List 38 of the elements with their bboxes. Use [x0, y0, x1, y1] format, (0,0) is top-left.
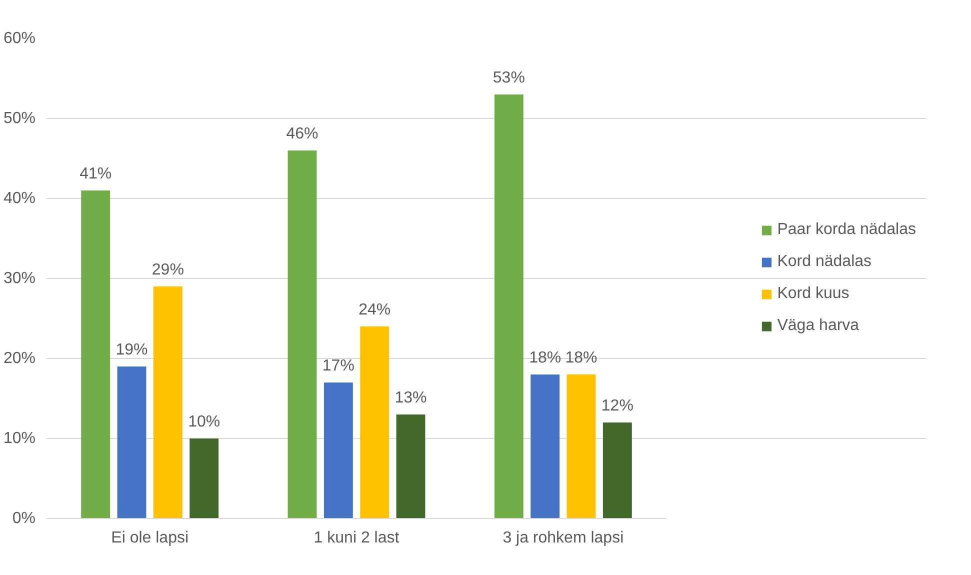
bar [117, 366, 146, 518]
y-tick-label: 10% [3, 430, 36, 447]
bar [602, 422, 632, 518]
legend-label: Kord kuus [777, 285, 850, 303]
bar [494, 94, 524, 518]
data-label: 17% [322, 358, 354, 374]
y-tick-label: 30% [3, 270, 36, 287]
y-tick-label: 60% [3, 30, 36, 47]
data-label: 19% [116, 342, 148, 358]
data-label: 18% [529, 350, 562, 366]
y-tick-label: 20% [3, 350, 36, 367]
x-tick-label: 1 kuni 2 last [314, 530, 400, 546]
data-label: 46% [286, 126, 318, 142]
bar [153, 286, 182, 518]
bar [190, 438, 219, 518]
data-label: 29% [152, 262, 184, 278]
bar [530, 374, 560, 518]
legend-label: Paar korda nädalas [777, 221, 916, 239]
data-label: 18% [565, 350, 598, 366]
y-tick-label: 50% [3, 110, 36, 127]
bar [81, 190, 110, 518]
data-label: 10% [188, 414, 220, 430]
data-label: 24% [358, 302, 391, 318]
bar [288, 150, 317, 518]
data-label: 53% [492, 70, 525, 86]
y-tick-label: 40% [3, 190, 36, 207]
data-label: 13% [394, 390, 427, 406]
bar [566, 374, 596, 518]
legend-label: Väga harva [777, 317, 860, 335]
bar [324, 382, 353, 518]
bar [360, 326, 390, 518]
legend-label: Kord nädalas [777, 253, 872, 271]
x-tick-label: 3 ja rohkem lapsi [502, 530, 624, 546]
bar [396, 414, 426, 518]
data-label: 41% [80, 166, 112, 182]
x-tick-label: Ei ole lapsi [111, 530, 189, 546]
data-label: 12% [601, 398, 634, 414]
y-tick-label: 0% [12, 510, 36, 527]
